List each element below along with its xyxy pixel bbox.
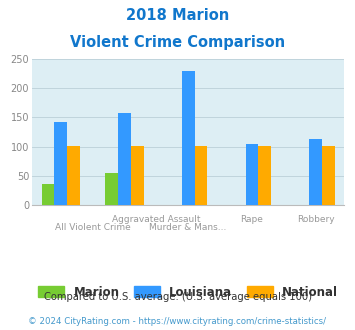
Bar bbox=[67, 146, 80, 205]
Text: Aggravated Assault: Aggravated Assault bbox=[112, 215, 201, 224]
Text: 2018 Marion: 2018 Marion bbox=[126, 8, 229, 23]
Text: Rape: Rape bbox=[240, 215, 263, 224]
Text: Robbery: Robbery bbox=[297, 215, 334, 224]
Text: All Violent Crime: All Violent Crime bbox=[55, 223, 130, 232]
Bar bbox=[182, 71, 195, 205]
Bar bbox=[195, 146, 207, 205]
Text: Compared to U.S. average. (U.S. average equals 100): Compared to U.S. average. (U.S. average … bbox=[44, 292, 311, 302]
Text: Murder & Mans...: Murder & Mans... bbox=[149, 223, 227, 232]
Bar bbox=[322, 146, 335, 205]
Bar bbox=[105, 173, 118, 205]
Legend: Marion, Louisiana, National: Marion, Louisiana, National bbox=[34, 281, 343, 303]
Text: Violent Crime Comparison: Violent Crime Comparison bbox=[70, 35, 285, 50]
Bar bbox=[42, 184, 54, 205]
Bar bbox=[246, 144, 258, 205]
Bar bbox=[54, 122, 67, 205]
Text: © 2024 CityRating.com - https://www.cityrating.com/crime-statistics/: © 2024 CityRating.com - https://www.city… bbox=[28, 317, 327, 326]
Bar bbox=[118, 114, 131, 205]
Bar bbox=[309, 139, 322, 205]
Bar bbox=[131, 146, 143, 205]
Bar bbox=[258, 146, 271, 205]
